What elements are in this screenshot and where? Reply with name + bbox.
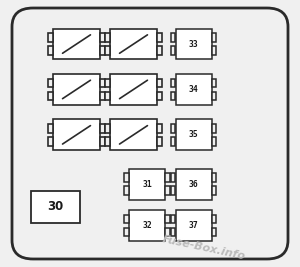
Bar	[171, 186, 176, 195]
Bar	[100, 137, 105, 146]
Bar	[105, 92, 110, 100]
Text: 36: 36	[189, 180, 198, 189]
Bar	[48, 46, 53, 55]
Bar	[165, 228, 170, 236]
Bar	[171, 46, 176, 55]
Bar	[212, 92, 216, 100]
Bar	[171, 92, 176, 100]
Bar	[129, 210, 165, 241]
Bar	[105, 46, 110, 55]
Bar	[48, 33, 53, 42]
Bar	[171, 228, 176, 236]
Bar	[171, 124, 176, 133]
Text: 34: 34	[189, 85, 198, 94]
Bar	[212, 79, 216, 87]
Text: 32: 32	[142, 221, 152, 230]
Bar	[48, 79, 53, 87]
Bar	[157, 79, 162, 87]
FancyBboxPatch shape	[12, 8, 288, 259]
Bar	[212, 215, 216, 223]
Bar	[105, 137, 110, 146]
Bar	[171, 33, 176, 42]
Bar	[48, 137, 53, 146]
Bar	[124, 186, 129, 195]
Text: 37: 37	[189, 221, 198, 230]
Bar	[124, 228, 129, 236]
Bar	[165, 215, 170, 223]
Bar	[105, 79, 110, 87]
Bar	[176, 29, 212, 60]
Bar	[100, 46, 105, 55]
Bar	[165, 186, 170, 195]
Bar	[212, 33, 216, 42]
Text: 30: 30	[47, 201, 64, 213]
Bar	[100, 124, 105, 133]
Text: 31: 31	[142, 180, 152, 189]
Bar	[157, 137, 162, 146]
Bar	[100, 79, 105, 87]
Text: Fuse-Box.info: Fuse-Box.info	[161, 235, 247, 262]
Bar	[176, 74, 212, 105]
Bar	[124, 174, 129, 182]
Bar	[105, 124, 110, 133]
Bar	[157, 124, 162, 133]
Bar	[165, 174, 170, 182]
Bar	[212, 174, 216, 182]
Text: 35: 35	[189, 130, 198, 139]
Bar	[176, 169, 212, 200]
Bar	[157, 33, 162, 42]
Bar	[212, 228, 216, 236]
Bar	[157, 92, 162, 100]
Bar	[171, 79, 176, 87]
Bar	[53, 120, 100, 150]
Bar	[212, 186, 216, 195]
Bar	[48, 92, 53, 100]
Bar	[110, 120, 157, 150]
Bar	[157, 46, 162, 55]
Bar	[212, 124, 216, 133]
Bar	[171, 215, 176, 223]
Bar	[212, 137, 216, 146]
Bar	[100, 33, 105, 42]
Bar	[110, 74, 157, 105]
Text: 33: 33	[189, 40, 198, 49]
Bar	[212, 46, 216, 55]
Bar	[100, 92, 105, 100]
Bar	[105, 33, 110, 42]
Bar	[171, 174, 176, 182]
Bar	[53, 29, 100, 60]
Bar	[31, 191, 80, 223]
Bar	[53, 74, 100, 105]
Bar	[171, 137, 176, 146]
Bar	[176, 120, 212, 150]
Bar	[129, 169, 165, 200]
Bar	[110, 29, 157, 60]
Bar	[124, 215, 129, 223]
Bar	[48, 124, 53, 133]
Bar	[176, 210, 212, 241]
